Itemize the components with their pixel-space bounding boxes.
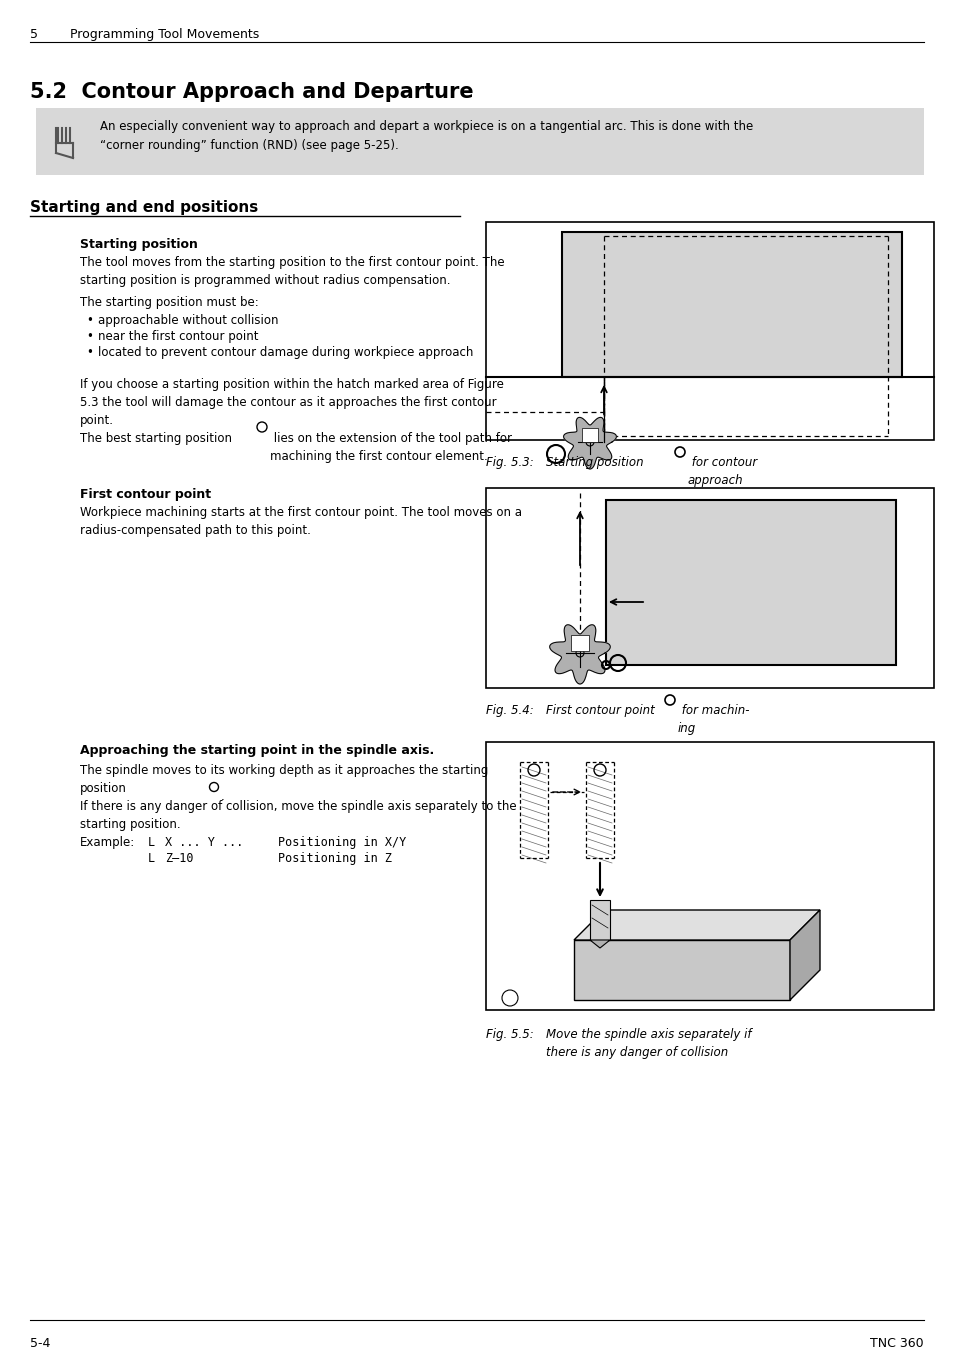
Text: The starting position must be:: The starting position must be:	[80, 296, 258, 309]
Text: Starting position: Starting position	[80, 238, 197, 251]
Text: The spindle moves to its working depth as it approaches the starting
position: The spindle moves to its working depth a…	[80, 765, 488, 794]
Bar	[485, 488, 933, 688]
Bar	[485, 742, 933, 1011]
Text: Starting and end positions: Starting and end positions	[30, 200, 258, 215]
Text: An especially convenient way to approach and depart a workpiece is on a tangenti: An especially convenient way to approach…	[100, 120, 753, 153]
Bar	[589, 900, 609, 940]
Text: •: •	[86, 330, 92, 343]
Text: Fig. 5.5:: Fig. 5.5:	[485, 1028, 533, 1042]
Bar	[605, 500, 895, 665]
Polygon shape	[563, 417, 616, 469]
Polygon shape	[549, 624, 610, 684]
Text: Positioning in Z: Positioning in Z	[277, 852, 392, 865]
Text: Positioning in X/Y: Positioning in X/Y	[277, 836, 406, 848]
Text: approachable without collision: approachable without collision	[98, 313, 278, 327]
Text: X ... Y ...: X ... Y ...	[165, 836, 243, 848]
Text: 5-4: 5-4	[30, 1337, 51, 1350]
Text: near the first contour point: near the first contour point	[98, 330, 258, 343]
Text: The tool moves from the starting position to the first contour point. The
starti: The tool moves from the starting positio…	[80, 255, 504, 286]
Text: First contour point: First contour point	[545, 704, 658, 717]
Text: If there is any danger of collision, move the spindle axis separately to the
sta: If there is any danger of collision, mov…	[80, 800, 517, 831]
Text: If you choose a starting position within the hatch marked area of Figure
5.3 the: If you choose a starting position within…	[80, 378, 503, 427]
Text: L: L	[148, 852, 155, 865]
Text: lies on the extension of the tool path for
machining the first contour element.: lies on the extension of the tool path f…	[270, 432, 512, 463]
Text: Move the spindle axis separately if
there is any danger of collision: Move the spindle axis separately if ther…	[545, 1028, 751, 1059]
Text: First contour point: First contour point	[80, 488, 211, 501]
Text: Starting position: Starting position	[545, 457, 647, 469]
Text: located to prevent contour damage during workpiece approach: located to prevent contour damage during…	[98, 346, 473, 359]
Text: Fig. 5.4:: Fig. 5.4:	[485, 704, 533, 717]
Text: for contour
approach: for contour approach	[687, 457, 757, 486]
Polygon shape	[574, 911, 820, 940]
Polygon shape	[589, 940, 609, 948]
Bar	[581, 428, 598, 442]
Text: •: •	[86, 346, 92, 359]
Bar	[485, 222, 933, 440]
Polygon shape	[574, 940, 789, 1000]
Text: Programming Tool Movements: Programming Tool Movements	[70, 28, 259, 41]
Text: Workpiece machining starts at the first contour point. The tool moves on a
radiu: Workpiece machining starts at the first …	[80, 507, 521, 536]
Text: Fig. 5.3:: Fig. 5.3:	[485, 457, 533, 469]
Text: 5.2  Contour Approach and Departure: 5.2 Contour Approach and Departure	[30, 82, 473, 101]
Bar	[571, 635, 588, 651]
Text: •: •	[86, 313, 92, 327]
Text: Z–10: Z–10	[165, 852, 193, 865]
Text: Approaching the starting point in the spindle axis.: Approaching the starting point in the sp…	[80, 744, 434, 757]
Bar	[561, 232, 901, 377]
Text: for machin-
ing: for machin- ing	[678, 704, 749, 735]
Polygon shape	[789, 911, 820, 1000]
Text: TNC 360: TNC 360	[869, 1337, 923, 1350]
Text: Example:: Example:	[80, 836, 135, 848]
Text: The best starting position: The best starting position	[80, 432, 235, 444]
Text: L: L	[148, 836, 155, 848]
Text: .: .	[221, 790, 225, 802]
Bar	[36, 108, 923, 176]
Text: 5: 5	[30, 28, 38, 41]
Bar	[485, 222, 933, 440]
